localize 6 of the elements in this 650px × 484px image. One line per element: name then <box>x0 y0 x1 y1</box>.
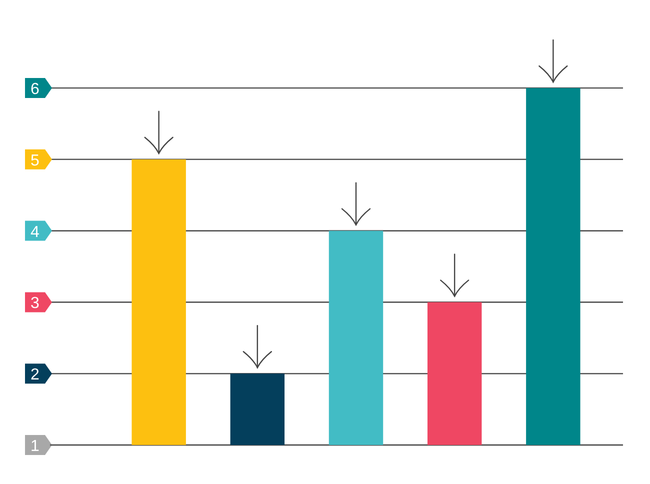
y-tick-label: 2 <box>30 366 40 384</box>
y-tick-label: 6 <box>30 81 40 98</box>
y-tick-label: 4 <box>30 224 40 241</box>
y-tick-label: 5 <box>30 152 40 170</box>
y-tick-label: 1 <box>30 438 40 455</box>
y-tick-label: 3 <box>30 295 40 312</box>
